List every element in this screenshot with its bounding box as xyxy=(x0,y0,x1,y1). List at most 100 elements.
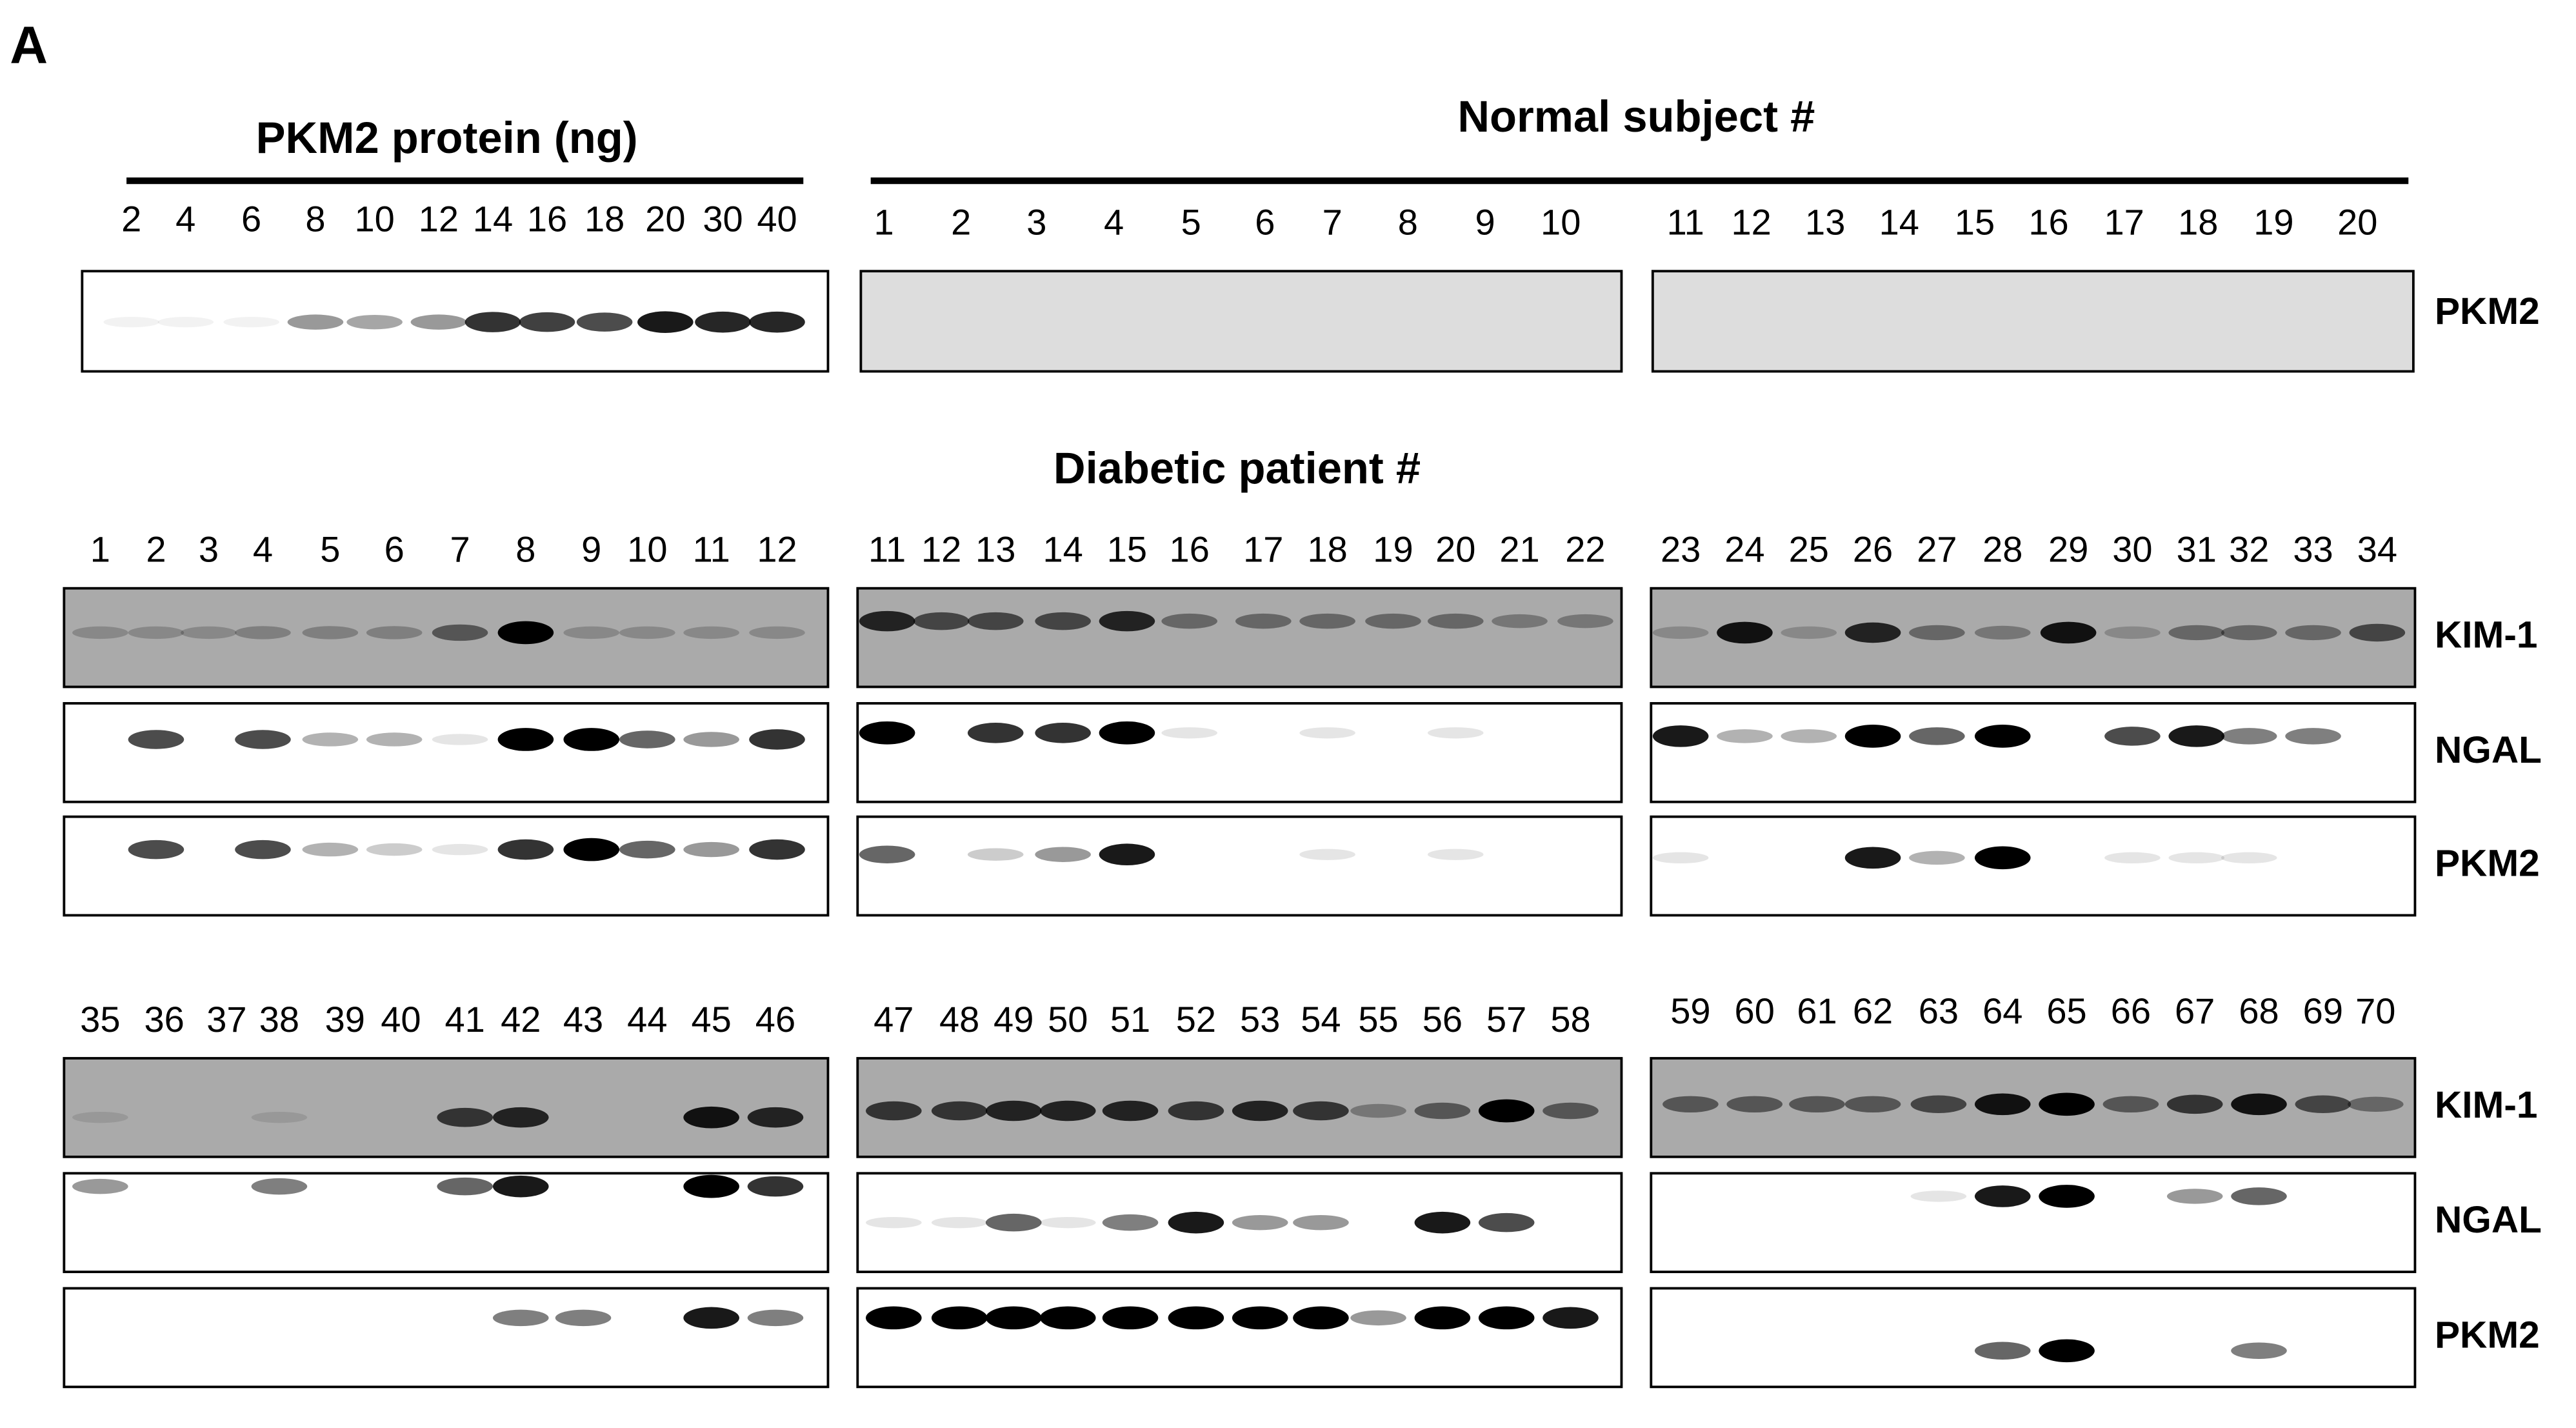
band xyxy=(931,1306,988,1330)
panel-label: A xyxy=(10,16,48,75)
band xyxy=(1726,1096,1783,1113)
band xyxy=(1039,1306,1096,1330)
band xyxy=(563,626,620,639)
lane-label: 23 xyxy=(1661,528,1701,569)
band xyxy=(1844,847,1901,869)
band xyxy=(2104,727,2161,746)
band xyxy=(619,730,675,749)
band xyxy=(2102,1096,2159,1113)
lane-label: 39 xyxy=(325,999,365,1040)
band xyxy=(235,626,291,639)
lane-label: 18 xyxy=(584,199,624,239)
band xyxy=(492,1107,549,1128)
lane-label: 45 xyxy=(692,999,732,1040)
blot xyxy=(1650,815,2417,917)
band xyxy=(1099,610,1155,632)
lane-label: 68 xyxy=(2239,991,2279,1031)
band xyxy=(72,1112,128,1123)
band xyxy=(683,1106,739,1129)
band xyxy=(72,626,128,639)
band xyxy=(1414,1211,1471,1234)
band xyxy=(1168,1211,1224,1234)
lane-label: 44 xyxy=(627,999,667,1040)
lane-label: 11 xyxy=(1667,202,1704,243)
lane-label: 10 xyxy=(627,528,667,569)
band xyxy=(346,314,403,330)
band xyxy=(302,842,359,857)
band xyxy=(1232,1214,1288,1231)
lane-label: 10 xyxy=(1541,202,1581,243)
band xyxy=(492,1309,549,1327)
blot xyxy=(63,702,830,803)
lane-label: 33 xyxy=(2293,528,2333,569)
lane-label: 64 xyxy=(1982,991,2022,1031)
band xyxy=(931,1101,988,1121)
lane-label: 49 xyxy=(993,999,1033,1040)
band xyxy=(749,729,805,750)
band xyxy=(519,312,575,332)
blot xyxy=(856,587,1623,689)
band xyxy=(1543,1307,1599,1329)
band xyxy=(1478,1306,1535,1330)
band xyxy=(2168,625,2225,641)
lane-label: 67 xyxy=(2175,991,2215,1031)
band xyxy=(128,730,185,749)
band xyxy=(1039,1217,1096,1229)
band xyxy=(2285,625,2341,641)
lane-label: 62 xyxy=(1853,991,1893,1031)
band xyxy=(1427,727,1484,739)
band xyxy=(683,732,739,747)
lane-label: 69 xyxy=(2303,991,2343,1031)
lane-label: 15 xyxy=(1107,528,1147,569)
lane-label: 8 xyxy=(1398,202,1418,243)
band xyxy=(2231,1342,2287,1360)
lane-label: 57 xyxy=(1486,999,1526,1040)
band xyxy=(985,1213,1042,1232)
lane-label: 40 xyxy=(757,199,797,239)
band xyxy=(1909,850,1965,865)
lane-label: 12 xyxy=(921,528,961,569)
band xyxy=(1974,846,2031,870)
lane-label: 11 xyxy=(693,528,730,569)
lane-label: 25 xyxy=(1789,528,1829,569)
band xyxy=(931,1217,988,1229)
band xyxy=(432,734,488,745)
lane-label: 6 xyxy=(384,528,404,569)
blot xyxy=(1650,1172,2417,1273)
band xyxy=(749,626,805,639)
band xyxy=(287,314,344,330)
lane-label: 56 xyxy=(1423,999,1463,1040)
lane-label: 48 xyxy=(939,999,979,1040)
band xyxy=(1974,625,2031,640)
lane-label: 27 xyxy=(1917,528,1957,569)
band xyxy=(1161,613,1217,629)
band xyxy=(637,311,694,333)
band xyxy=(859,721,915,745)
band xyxy=(1543,1102,1599,1120)
lane-label: 12 xyxy=(419,199,459,239)
band xyxy=(1039,1100,1096,1121)
band xyxy=(128,840,185,860)
lane-label: 4 xyxy=(1104,202,1124,243)
lane-label: 13 xyxy=(975,528,1015,569)
band xyxy=(223,316,279,328)
band xyxy=(1350,1310,1406,1326)
band xyxy=(985,1100,1042,1121)
band xyxy=(866,1306,922,1330)
lane-label: 3 xyxy=(199,528,219,569)
band xyxy=(866,1101,922,1121)
lane-label: 47 xyxy=(874,999,914,1040)
band xyxy=(1232,1100,1288,1121)
lane-label: 43 xyxy=(563,999,603,1040)
band xyxy=(1974,1185,2031,1207)
standard-title: PKM2 protein (ng) xyxy=(256,113,638,163)
band xyxy=(2168,852,2225,863)
band xyxy=(859,845,915,863)
band xyxy=(683,626,739,639)
band xyxy=(2349,623,2406,642)
band xyxy=(2168,725,2225,747)
lane-label: 16 xyxy=(527,199,567,239)
band xyxy=(747,1107,804,1128)
lane-label: 58 xyxy=(1550,999,1590,1040)
lane-label: 29 xyxy=(2048,528,2088,569)
